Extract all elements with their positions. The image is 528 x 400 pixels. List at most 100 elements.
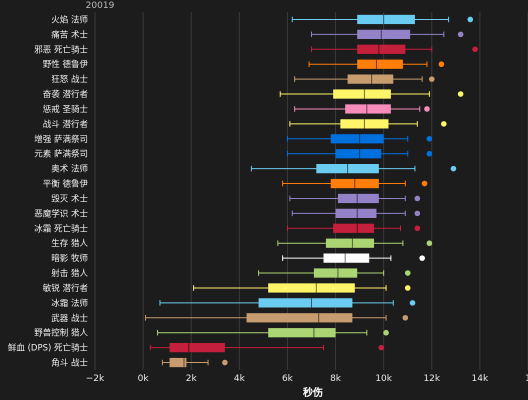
box-series [145,14,478,368]
outlier-point [414,195,421,202]
category-label: 痛苦 术士 [51,29,88,40]
outlier-point [457,31,464,38]
x-tick-label: 2k [186,374,198,384]
outlier-point [426,135,433,142]
outlier-point [409,300,416,306]
category-label: 暗影 牧师 [51,253,88,264]
box-series-item [291,14,474,25]
box-iqr [246,313,353,323]
x-axis-title: 秒伤 [303,386,323,399]
box-series-item [279,89,464,99]
box-series-item [250,164,457,174]
box-series-item [286,149,433,159]
box-iqr [333,223,375,233]
category-label: 鲜血 (DPS) 死亡骑士 [8,343,89,354]
x-tick-label: 6k [282,374,294,384]
box-iqr [325,238,375,248]
box-series-item [311,44,478,54]
x-tick-label: 1 [525,374,528,384]
category-label: 野性 德鲁伊 [43,59,89,70]
box-series-item [145,313,409,323]
box-series-item [193,283,411,293]
outlier-point [402,314,409,321]
outlier-point [438,61,445,68]
category-label: 冰霜 法师 [51,298,88,309]
box-iqr [347,74,394,84]
chart-top-label: 20019 [86,1,115,11]
box-iqr [169,343,225,353]
outlier-point [441,121,447,127]
category-label: 敏锐 潜行者 [43,283,89,294]
box-iqr [357,44,406,54]
box-iqr [323,253,370,263]
category-label: 奋袭 潜行者 [43,89,89,100]
x-tick-label: −2k [86,374,105,384]
x-tick-label: 4k [234,374,246,384]
outlier-point [404,270,411,276]
x-tick-label: 8k [330,374,342,384]
x-tick-label: 0k [138,374,150,384]
category-label: 武器 战士 [51,313,88,324]
category-label: 角斗 战士 [51,358,88,369]
category-label: 平衡 德鲁伊 [43,179,89,190]
box-series-item [159,298,416,308]
box-series-item [282,253,425,263]
box-iqr [357,59,403,69]
outlier-point [424,106,430,112]
box-iqr [268,283,355,293]
box-series-item [291,208,421,218]
category-label: 毁灭 术士 [51,193,88,204]
category-label: 野兽控制 猎人 [34,328,88,339]
x-tick-label: 12k [423,374,440,384]
box-iqr [337,193,379,204]
box-series-item [286,134,433,144]
category-label: 元素 萨满祭司 [34,149,88,160]
box-series-item [294,104,430,114]
box-series-item [157,328,389,338]
category-label: 火焰 法师 [51,14,88,25]
box-series-item [289,193,421,204]
outlier-point [414,225,421,232]
box-iqr [268,328,336,338]
box-series-item [289,119,447,129]
box-iqr [169,357,187,368]
box-iqr [335,208,377,218]
box-series-item [286,223,421,233]
category-label: 奥术 法师 [51,164,88,175]
outlier-point [378,344,385,351]
outlier-point [404,285,411,291]
outlier-point [450,165,457,172]
box-iqr [258,298,353,308]
box-series-item [311,29,464,39]
outlier-point [383,329,389,336]
outlier-point [426,150,433,157]
category-label: 生存 猎人 [51,238,88,249]
box-iqr [357,14,415,25]
category-label: 狂怒 战士 [51,74,88,85]
box-series-item [149,343,385,353]
box-series-item [308,59,445,69]
x-tick-label: 10k [375,374,392,384]
x-axis-ticks: −2k 0k 2k 4k 6k 8k 10k 12k 14k 1 [86,374,528,384]
box-series-item [258,268,411,278]
category-label: 冰霜 死亡骑士 [34,223,88,234]
outlier-point [414,210,421,217]
box-series-item [282,178,428,189]
box-iqr [335,149,382,159]
category-label: 增强 萨满祭司 [34,134,88,145]
outlier-point [457,91,464,97]
outlier-point [428,76,435,82]
outlier-point [222,359,228,366]
outlier-point [472,46,478,53]
box-iqr [333,89,391,99]
box-iqr [345,104,391,114]
box-iqr [330,134,384,144]
box-series-item [294,74,435,84]
category-label: 射击 猎人 [51,268,88,279]
outlier-point [421,180,428,187]
box-iqr [313,268,358,278]
outlier-point [419,255,425,261]
category-label: 恶魔学识 术士 [34,208,88,219]
